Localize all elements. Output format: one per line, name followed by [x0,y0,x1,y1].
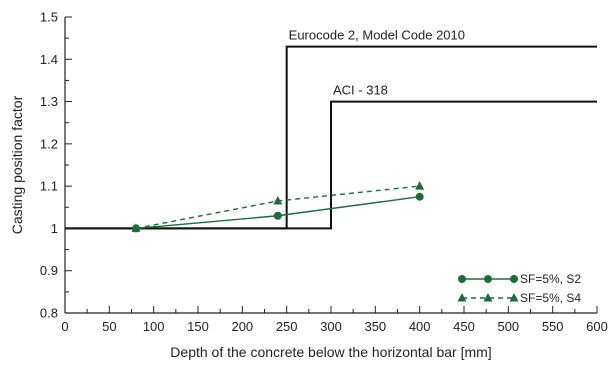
x-tick-label: 300 [320,319,342,334]
x-tick-label: 100 [143,319,165,334]
x-tick-label: 250 [276,319,298,334]
x-tick-label: 500 [497,319,519,334]
y-tick-label: 1.1 [40,179,58,194]
legend-marker [457,293,467,302]
legend: SF=5%, S2 SF=5%, S4 [457,272,581,305]
x-tick-label: 200 [231,319,253,334]
x-tick-label: 350 [364,319,386,334]
x-tick-label: 150 [187,319,209,334]
legend-marker [509,293,519,302]
y-tick-label: 1.5 [40,10,58,25]
legend-marker [510,275,518,283]
code-lines [65,45,597,230]
data-point-s4 [131,223,141,232]
aci-line [65,100,597,230]
x-tick-label: 400 [409,319,431,334]
legend-label-s2: SF=5%, S2 [520,272,581,286]
data-point-s2 [415,192,424,201]
x-tick-label: 50 [102,319,116,334]
annotation-aci: ACI - 318 [333,83,388,98]
x-tick-label: 550 [542,319,564,334]
y-tick-label: 0.8 [40,306,58,321]
annotation-eurocode: Eurocode 2, Model Code 2010 [289,28,465,43]
series-lines [135,185,420,230]
series-line-s4 [135,185,420,230]
legend-label-s4: SF=5%, S4 [520,291,581,305]
series-markers [131,181,425,233]
legend-symbol-s4 [457,293,519,302]
y-tick-label: 1 [51,221,58,236]
x-tick-label: 0 [61,319,68,334]
data-point-s4 [273,195,283,205]
legend-symbol-s2 [458,275,518,283]
legend-marker [458,275,466,283]
ticks: 0 50 100 150 200 250 300 350 400 450 500 550 600 0.8 0… [40,10,608,335]
legend-marker [483,293,493,302]
data-point-s4 [415,181,425,190]
y-tick-label: 0.9 [40,263,58,278]
y-tick-label: 1.4 [40,52,58,67]
data-point-s2 [273,211,282,220]
y-tick-label: 1.2 [40,136,58,151]
x-axis-title: Depth of the concrete below the horizont… [170,344,491,360]
y-axis-title: Casting position factor [9,95,25,234]
x-tick-label: 600 [586,319,608,334]
x-tick-label: 450 [453,319,475,334]
legend-marker [484,275,492,283]
y-tick-label: 1.3 [40,94,58,109]
